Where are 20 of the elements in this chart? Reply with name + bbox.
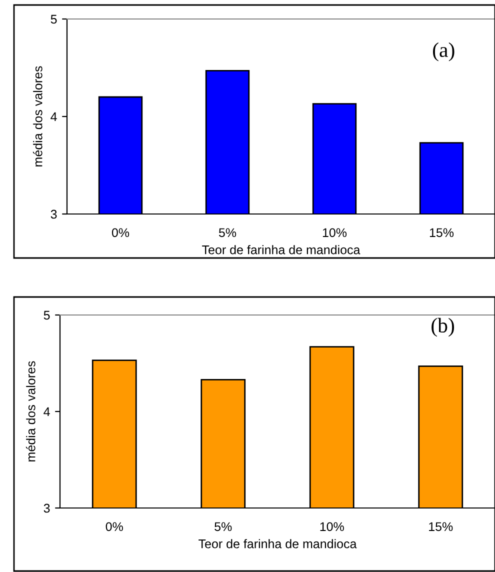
x-tick-label: 10% (322, 228, 347, 238)
y-axis-title: média dos valores (32, 66, 42, 166)
y-tick-label: 4 (44, 407, 50, 416)
x-tick-label: 15% (430, 228, 454, 238)
x-tick-label: 5% (218, 228, 236, 238)
y-tick-label: 3 (44, 504, 50, 513)
annotation: (a) (432, 42, 454, 62)
annotation: (b) (432, 318, 454, 337)
y-tick-label: 5 (44, 310, 50, 320)
x-tick-label: 15% (429, 522, 453, 532)
x-axis-title: Teor de farinha de mandioca (198, 539, 357, 548)
x-tick-label: 0% (106, 522, 123, 532)
x-tick-label: 10% (320, 522, 344, 532)
y-tick-label: 3 (50, 210, 57, 219)
x-tick-label: 0% (112, 228, 130, 238)
x-axis-title: Teor de farinha de mandioca (202, 245, 360, 254)
y-tick-label: 5 (50, 14, 57, 24)
y-tick-label: 4 (50, 112, 57, 122)
y-axis-title: média dos valores (26, 361, 36, 462)
x-tick-label: 5% (214, 522, 232, 532)
